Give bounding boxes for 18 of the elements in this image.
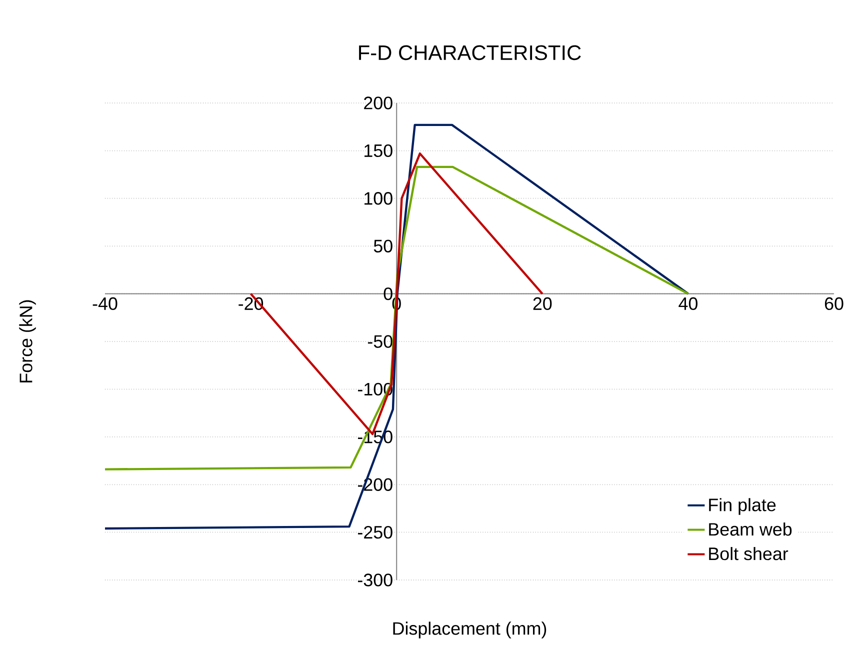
legend-label: Bolt shear (709, 547, 788, 560)
y-tick-label: -300 (358, 574, 392, 586)
y-axis-title: Force (kN) (19, 300, 36, 382)
y-tick-label: 0 (384, 287, 392, 300)
legend-label: Fin plate (709, 498, 776, 515)
y-tick-label: 150 (364, 144, 392, 158)
y-tick-label: 100 (364, 192, 392, 205)
legend-label: Beam web (709, 522, 792, 536)
y-tick-label: -250 (358, 526, 392, 539)
x-tick-label: 40 (678, 297, 698, 310)
y-tick-label: -50 (368, 335, 392, 348)
chart-title: F-D CHARACTERISTIC (359, 45, 581, 60)
y-tick-label: 50 (374, 240, 392, 252)
y-tick-label: 200 (364, 96, 392, 110)
x-tick-label: 20 (533, 297, 552, 310)
x-tick-label: -40 (92, 297, 118, 310)
x-axis-title: Displacement (mm) (393, 622, 546, 638)
x-tick-label: 60 (824, 297, 844, 310)
